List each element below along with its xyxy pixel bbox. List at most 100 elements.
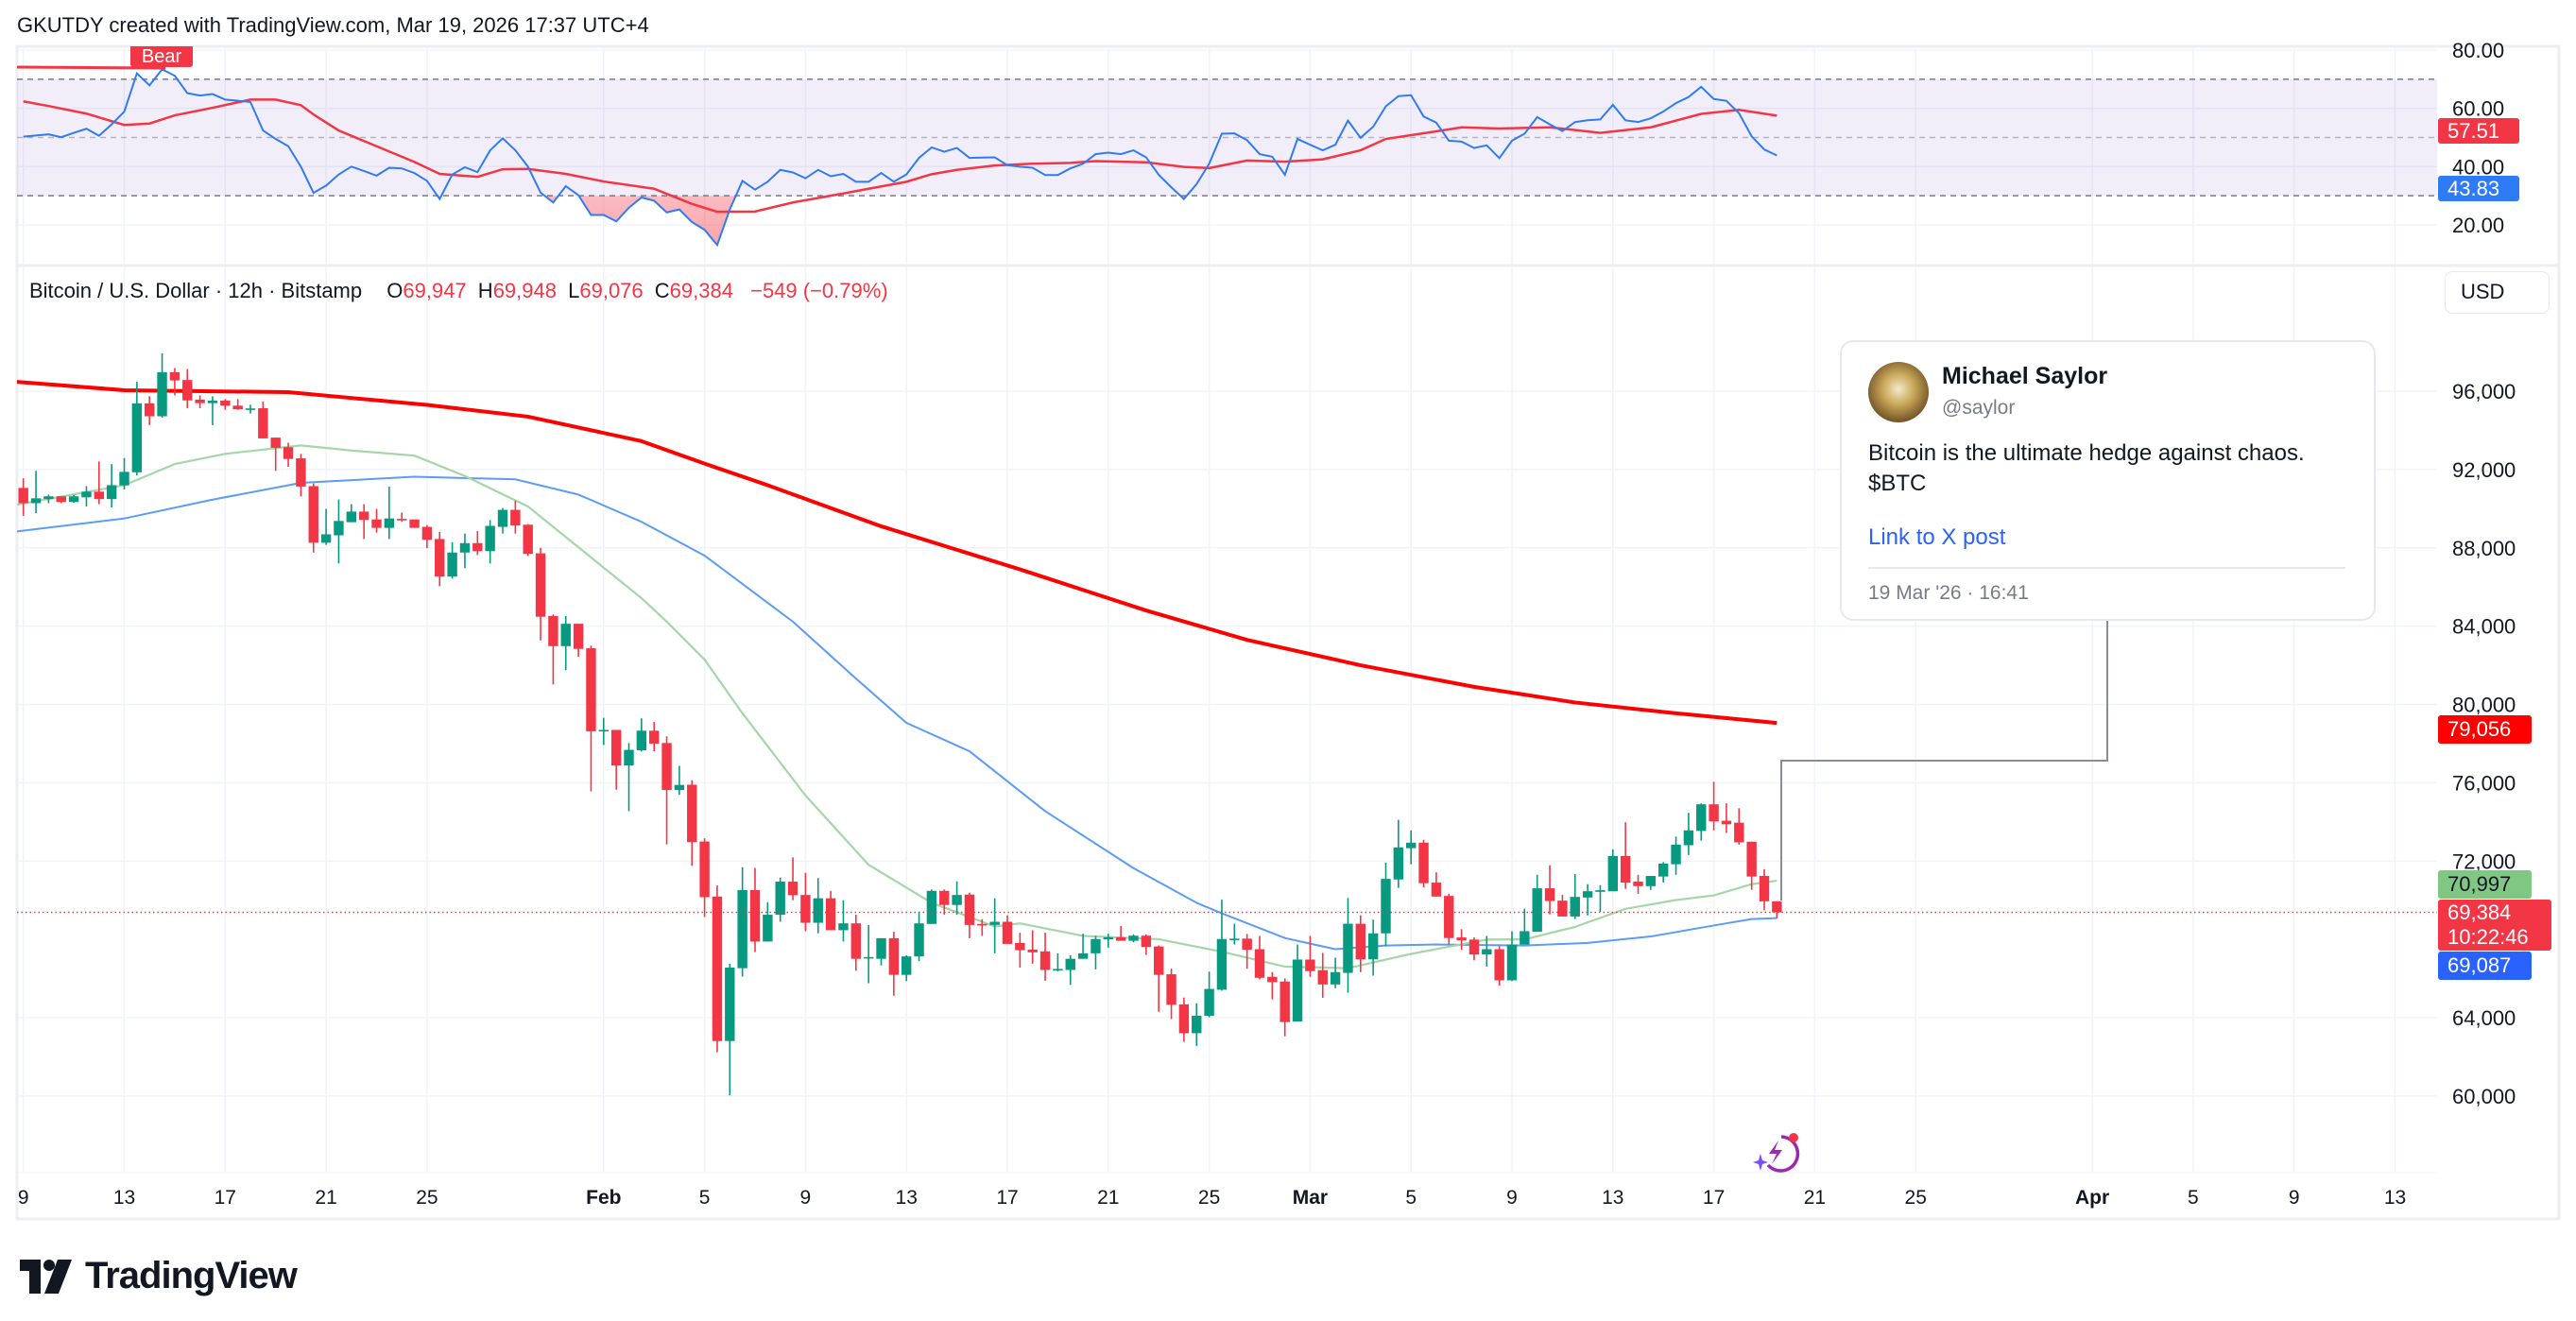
candle[interactable]	[1456, 929, 1467, 951]
candle[interactable]	[1166, 969, 1176, 1020]
candle[interactable]	[888, 932, 900, 996]
candle[interactable]	[220, 399, 231, 410]
candle[interactable]	[207, 396, 218, 425]
candle[interactable]	[902, 954, 912, 982]
x-post-link[interactable]: Link to X post	[1868, 524, 2006, 550]
candle[interactable]	[649, 722, 660, 752]
candle[interactable]	[1115, 925, 1126, 941]
candle[interactable]	[661, 736, 672, 845]
candle[interactable]	[1065, 954, 1075, 986]
candle[interactable]	[1582, 884, 1593, 916]
candle[interactable]	[1544, 865, 1555, 915]
candle[interactable]	[1154, 945, 1164, 1012]
candle[interactable]	[30, 471, 42, 514]
candle[interactable]	[876, 937, 886, 966]
candle[interactable]	[346, 504, 356, 523]
candle[interactable]	[1633, 874, 1643, 894]
candle[interactable]	[1746, 841, 1757, 890]
candle[interactable]	[1468, 937, 1480, 961]
candle[interactable]	[283, 442, 294, 467]
candle[interactable]	[320, 508, 332, 545]
candle[interactable]	[1645, 876, 1657, 890]
candle[interactable]	[1482, 935, 1492, 967]
candle[interactable]	[1141, 934, 1152, 955]
candle[interactable]	[1532, 874, 1542, 933]
candle[interactable]	[775, 877, 785, 922]
candle[interactable]	[1570, 873, 1580, 919]
candle[interactable]	[485, 520, 495, 564]
candle[interactable]	[989, 898, 1000, 953]
candle[interactable]	[523, 523, 533, 557]
rsi-axis[interactable]: 80.00 60.00 40.00 20.00	[2452, 39, 2504, 237]
candle[interactable]	[1393, 819, 1404, 888]
candle[interactable]	[1709, 781, 1719, 831]
candle[interactable]	[1091, 935, 1101, 969]
candle[interactable]	[421, 524, 433, 549]
candle[interactable]	[157, 352, 167, 418]
candle[interactable]	[712, 884, 723, 1053]
candle[interactable]	[1229, 923, 1240, 945]
candle[interactable]	[459, 533, 471, 569]
candle[interactable]	[1330, 957, 1341, 988]
candle[interactable]	[914, 911, 924, 962]
candle[interactable]	[749, 867, 761, 952]
candle[interactable]	[535, 547, 546, 641]
candle[interactable]	[1178, 997, 1190, 1042]
candle[interactable]	[1216, 900, 1228, 991]
price-axis[interactable]: 96,000 92,000 88,000 84,000 80,000 76,000 72,0…	[2452, 380, 2516, 1108]
candle[interactable]	[1671, 836, 1681, 875]
candle[interactable]	[1444, 893, 1454, 945]
candle[interactable]	[610, 729, 622, 790]
candle[interactable]	[1002, 915, 1013, 944]
symbol-title[interactable]: Bitcoin / U.S. Dollar · 12h · Bitstamp	[29, 279, 363, 302]
lightning-sparkle-icon[interactable]	[1753, 1133, 1800, 1173]
candle[interactable]	[56, 496, 66, 504]
candle[interactable]	[397, 512, 407, 523]
candle[interactable]	[1039, 933, 1051, 981]
candle[interactable]	[18, 478, 28, 516]
candle[interactable]	[1242, 934, 1252, 969]
candle[interactable]	[787, 857, 799, 901]
candle[interactable]	[1355, 915, 1365, 972]
candle[interactable]	[1520, 908, 1530, 945]
candle[interactable]	[687, 780, 697, 866]
candle[interactable]	[1317, 952, 1328, 998]
candle[interactable]	[1381, 862, 1391, 947]
candle[interactable]	[1343, 898, 1353, 993]
candle[interactable]	[699, 838, 710, 918]
candle[interactable]	[725, 963, 735, 1096]
candle[interactable]	[1077, 934, 1089, 959]
candle[interactable]	[447, 541, 457, 579]
candle[interactable]	[296, 454, 306, 497]
candle[interactable]	[270, 437, 281, 472]
candle[interactable]	[1192, 1003, 1202, 1046]
candle[interactable]	[258, 401, 268, 438]
candle[interactable]	[1557, 895, 1568, 917]
candle[interactable]	[145, 396, 155, 425]
candle[interactable]	[81, 486, 92, 507]
rsi-pane[interactable]: Bear	[17, 44, 2437, 248]
candle[interactable]	[586, 645, 596, 792]
candle[interactable]	[384, 487, 395, 540]
candle[interactable]	[737, 866, 747, 977]
candle[interactable]	[598, 717, 609, 746]
candle[interactable]	[245, 404, 256, 414]
candle[interactable]	[1734, 808, 1744, 845]
candle[interactable]	[1772, 901, 1782, 918]
candle[interactable]	[926, 889, 937, 924]
candle[interactable]	[497, 507, 508, 534]
candle[interactable]	[1367, 919, 1379, 976]
candle[interactable]	[510, 500, 521, 534]
candle[interactable]	[43, 494, 54, 504]
currency-button[interactable]: USD	[2445, 271, 2550, 314]
candle[interactable]	[1053, 952, 1063, 971]
candle[interactable]	[1292, 944, 1303, 1021]
candle[interactable]	[435, 531, 445, 587]
candle[interactable]	[1406, 830, 1417, 865]
candle[interactable]	[1607, 849, 1618, 892]
price-pane[interactable]	[10, 352, 2437, 1096]
candle[interactable]	[838, 900, 849, 942]
candle[interactable]	[308, 483, 318, 553]
candle[interactable]	[1658, 862, 1669, 884]
